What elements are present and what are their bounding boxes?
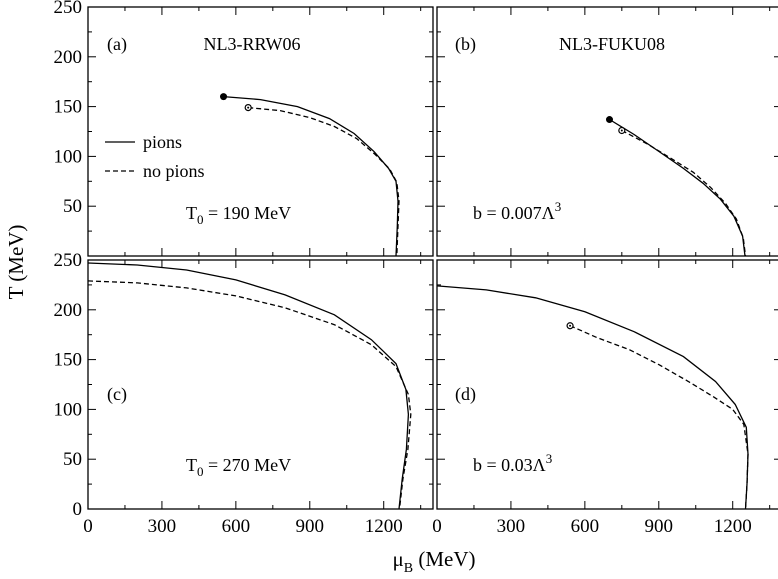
y-tick-label: 50 [63,449,82,470]
series-line-pions [88,262,410,509]
x-tick-label: 1200 [365,516,403,537]
x-axis-label: μB (MeV) [392,547,475,576]
x-tick-label: 300 [497,516,526,537]
y-tick-label: 250 [54,0,83,18]
endpoint-marker-open-dot [569,324,572,327]
y-tick-label: 200 [54,47,83,68]
legend-label: pions [143,132,182,152]
series-line-no-pions [569,325,749,509]
legend-label: no pions [143,161,205,181]
y-tick-label: 50 [63,196,82,217]
y-tick-label: 100 [54,146,83,167]
series-line-pions [223,95,399,256]
x-tick-label: 0 [432,516,442,537]
y-tick-label: 200 [54,300,83,321]
x-axis-label-main: μ [392,547,403,571]
x-tick-label: 900 [645,516,674,537]
endpoint-marker-filled [220,93,228,101]
panel-title: NL3-FUKU08 [559,34,665,54]
y-tick-label: 0 [73,499,83,520]
y-axis-label: T (MeV) [4,225,28,300]
y-tick-label: 250 [54,250,83,271]
annotation-main: b = 0.007Λ [473,203,555,223]
annotation-main: T [186,203,197,223]
x-tick-label: 600 [222,516,251,537]
x-axis-label-rest: (MeV) [413,547,475,571]
y-tick-label: 150 [54,97,83,118]
panel-label: (a) [107,34,127,55]
annotation-sup: 3 [555,199,562,214]
panel-annotation: T0 = 190 MeV [186,203,291,227]
y-tick-label: 100 [54,399,83,420]
panel-annotation: b = 0.03Λ3 [473,451,552,475]
x-tick-label: 600 [571,516,600,537]
series-line-pions [609,118,746,256]
annotation-main: b = 0.03Λ [473,455,546,475]
annotation-sub: 0 [197,464,204,479]
x-tick-label: 900 [296,516,325,537]
panel-title: NL3-RRW06 [204,34,301,54]
endpoint-marker-filled [606,116,613,124]
series-line-no-pions [621,129,747,256]
x-tick-label: 0 [83,516,93,537]
x-tick-label: 1200 [714,516,752,537]
endpoint-marker-open-dot [620,129,623,132]
annotation-sup: 3 [546,451,553,466]
annotation-main: T [186,455,197,475]
series-line-pions [437,285,749,509]
annotation-sub: 0 [197,212,204,227]
panel-label: (b) [455,34,476,55]
panel-annotation: b = 0.007Λ3 [473,199,561,223]
series-line-no-pions [248,106,400,256]
panel-annotation: T0 = 270 MeV [186,455,291,479]
annotation-rest: = 270 MeV [204,455,292,475]
endpoint-marker-open-dot [247,106,250,109]
x-tick-label: 300 [148,516,177,537]
series-line-no-pions [88,280,412,509]
y-tick-label: 150 [54,350,83,371]
annotation-rest: = 190 MeV [204,203,292,223]
x-axis-label-sub: B [404,561,413,576]
panel-label: (c) [107,384,127,405]
panel-label: (d) [455,384,476,405]
